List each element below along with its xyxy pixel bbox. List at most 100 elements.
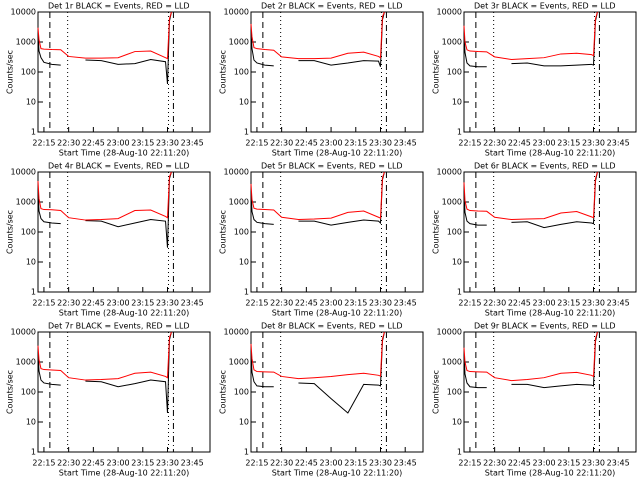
y-tick-label: 10000 <box>437 328 462 337</box>
data-line <box>463 189 487 226</box>
x-tick-label: 22:45 <box>295 139 318 148</box>
x-tick-label: 22:30 <box>270 299 293 308</box>
data-line <box>250 171 385 221</box>
panel: Det 3r BLACK = Events, RED = LLD Start Ti… <box>432 2 637 158</box>
y-tick-label: 1 <box>31 288 36 297</box>
x-tick-label: 23:45 <box>607 139 630 148</box>
x-tick-label: 23:15 <box>131 139 154 148</box>
x-tick-label: 22:45 <box>508 139 531 148</box>
y-tick-label: 10000 <box>224 328 249 337</box>
x-tick-label: 22:45 <box>82 459 105 468</box>
y-tick-label: 10000 <box>224 8 249 17</box>
plot-frame <box>250 171 424 293</box>
y-tick-label: 100 <box>447 228 462 237</box>
data-line <box>250 30 274 67</box>
x-tick-label: 23:30 <box>369 299 392 308</box>
y-tick-label: 10000 <box>11 328 36 337</box>
data-line <box>298 331 385 414</box>
panel: Det 8r BLACK = Events, RED = LLD Start Ti… <box>219 322 424 478</box>
plot-frame <box>37 331 211 453</box>
x-tick-label: 23:45 <box>181 299 204 308</box>
y-tick-label: 1 <box>457 288 462 297</box>
chart-title: Det 9r BLACK = Events, RED = LLD <box>474 322 616 331</box>
data-line <box>37 171 172 221</box>
y-tick-label: 100 <box>21 388 36 397</box>
y-axis-label: Counts/sec <box>6 370 15 414</box>
data-line <box>463 31 487 68</box>
data-line <box>37 32 61 66</box>
x-tick-label: 23:30 <box>156 299 179 308</box>
x-tick-label: 23:15 <box>344 299 367 308</box>
y-axis-label: Counts/sec <box>6 210 15 254</box>
y-tick-label: 1000 <box>442 38 462 47</box>
x-tick-label: 23:00 <box>320 459 343 468</box>
x-tick-label: 23:00 <box>320 139 343 148</box>
data-line <box>250 350 274 388</box>
y-tick-label: 10 <box>452 98 462 107</box>
panel: Det 1r BLACK = Events, RED = LLD Start Ti… <box>6 2 211 158</box>
plot-frame <box>250 331 424 453</box>
y-tick-label: 1 <box>457 448 462 457</box>
y-tick-label: 1000 <box>16 38 36 47</box>
x-tick-label: 22:15 <box>245 139 268 148</box>
plot-frame <box>250 11 424 133</box>
x-tick-label: 23:00 <box>107 299 130 308</box>
x-tick-label: 22:30 <box>483 459 506 468</box>
y-tick-label: 10000 <box>11 8 36 17</box>
y-tick-label: 10 <box>452 258 462 267</box>
x-tick-label: 23:30 <box>582 459 605 468</box>
data-line <box>85 331 172 414</box>
x-axis-label: Start Time (28-Aug-10 22:11:20) <box>59 149 190 158</box>
y-tick-label: 10000 <box>224 168 249 177</box>
y-tick-label: 100 <box>234 388 249 397</box>
data-line <box>37 187 61 225</box>
data-line <box>85 171 172 248</box>
y-tick-label: 1000 <box>442 358 462 367</box>
y-tick-label: 1000 <box>16 198 36 207</box>
x-tick-label: 22:45 <box>82 299 105 308</box>
y-tick-label: 100 <box>234 228 249 237</box>
x-tick-label: 23:45 <box>394 459 417 468</box>
y-tick-label: 10 <box>239 418 249 427</box>
y-tick-label: 10 <box>239 258 249 267</box>
x-tick-label: 23:00 <box>533 459 556 468</box>
data-line <box>37 11 172 60</box>
y-axis-label: Counts/sec <box>432 50 441 94</box>
x-axis-label: Start Time (28-Aug-10 22:11:20) <box>485 469 616 478</box>
y-tick-label: 100 <box>234 68 249 77</box>
data-line <box>250 331 385 380</box>
plot-frame <box>37 171 211 293</box>
y-tick-label: 1 <box>31 128 36 137</box>
panel: Det 6r BLACK = Events, RED = LLD Start Ti… <box>432 162 637 318</box>
y-tick-label: 1 <box>457 128 462 137</box>
x-axis-label: Start Time (28-Aug-10 22:11:20) <box>485 309 616 318</box>
x-tick-label: 23:45 <box>607 299 630 308</box>
x-tick-label: 22:15 <box>32 139 55 148</box>
x-tick-label: 23:15 <box>344 139 367 148</box>
x-tick-label: 22:45 <box>508 299 531 308</box>
plot-frame <box>463 171 637 293</box>
data-line <box>298 171 385 226</box>
x-tick-label: 23:45 <box>607 459 630 468</box>
chart-title: Det 2r BLACK = Events, RED = LLD <box>261 2 403 11</box>
plot-frame <box>463 11 637 133</box>
x-tick-label: 22:15 <box>458 459 481 468</box>
y-axis-label: Counts/sec <box>432 210 441 254</box>
y-tick-label: 10000 <box>437 168 462 177</box>
chart-title: Det 4r BLACK = Events, RED = LLD <box>48 162 190 171</box>
x-tick-label: 23:15 <box>557 459 580 468</box>
x-tick-label: 22:45 <box>508 459 531 468</box>
y-tick-label: 1 <box>244 448 249 457</box>
chart-title: Det 1r BLACK = Events, RED = LLD <box>48 2 190 11</box>
x-tick-label: 22:30 <box>270 139 293 148</box>
x-tick-label: 22:15 <box>245 459 268 468</box>
x-tick-label: 22:15 <box>458 139 481 148</box>
x-tick-label: 22:30 <box>57 139 80 148</box>
x-tick-label: 23:00 <box>107 459 130 468</box>
data-line <box>463 11 598 61</box>
y-tick-label: 1 <box>244 288 249 297</box>
x-tick-label: 22:15 <box>458 299 481 308</box>
x-axis-label: Start Time (28-Aug-10 22:11:20) <box>272 309 403 318</box>
x-axis-label: Start Time (28-Aug-10 22:11:20) <box>485 149 616 158</box>
y-tick-label: 10000 <box>437 8 462 17</box>
